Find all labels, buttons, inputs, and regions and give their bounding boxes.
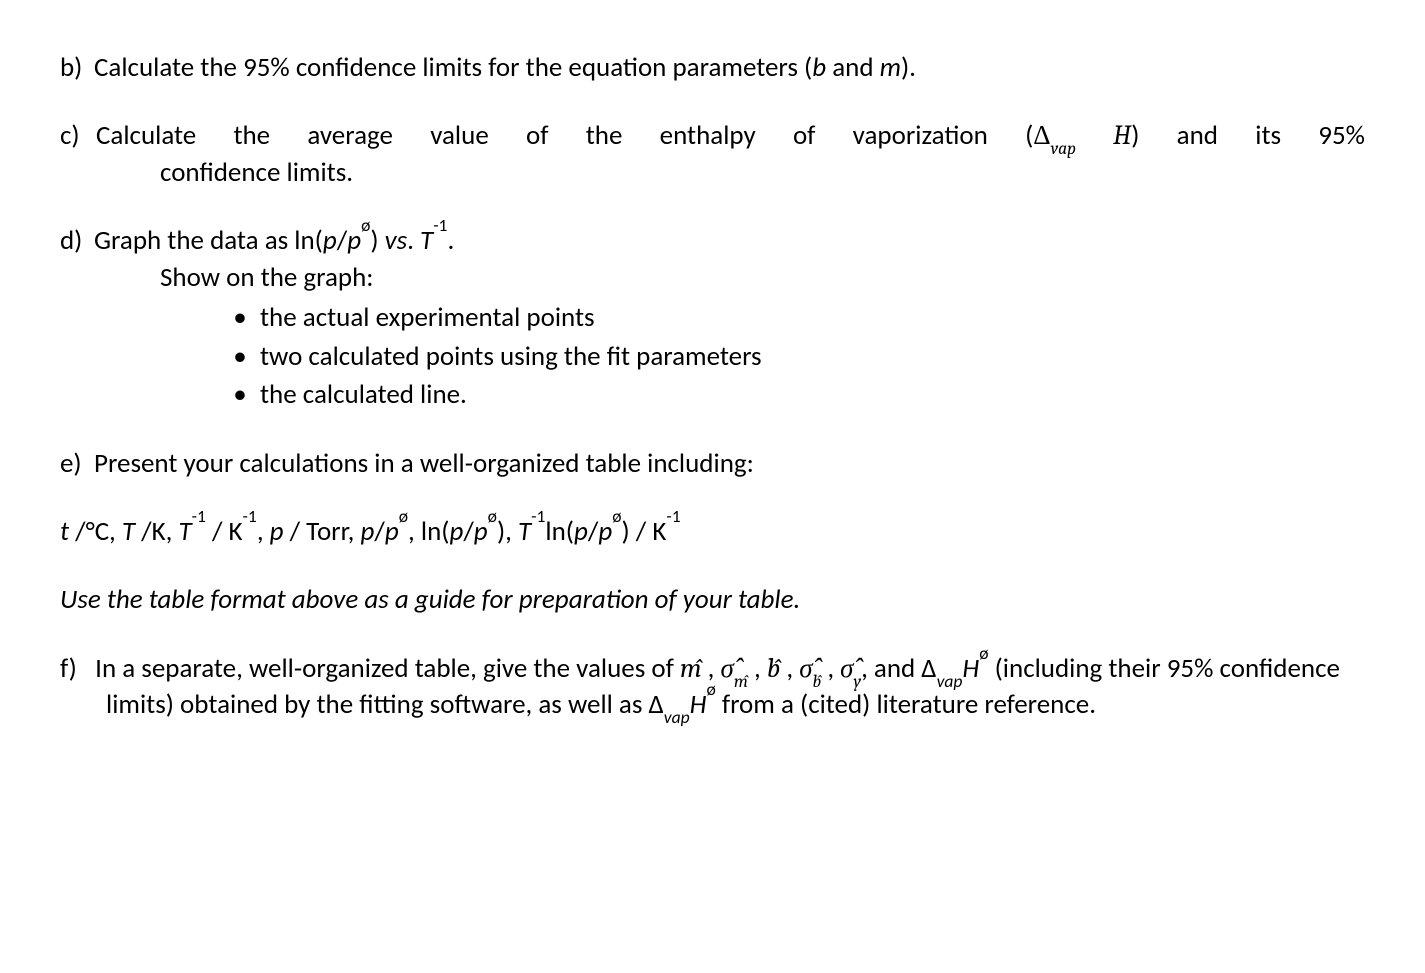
item-d-line1: d) Graph the data as ln(p/pø) vs. T-1. <box>60 223 1365 259</box>
item-f-label: f) <box>60 652 77 685</box>
bullet-item: • the calculated line. <box>220 377 1365 413</box>
item-c: c) Calculate the average value of the en… <box>60 118 1365 191</box>
item-f-text: In a separate, well-organized table, giv… <box>95 652 1340 721</box>
bullet-text: the actual experimental points <box>260 300 595 336</box>
item-f-body: f) In a separate, well-organized table, … <box>60 651 1365 724</box>
item-b-line: b) Calculate the 95% confidence limits f… <box>60 50 1365 86</box>
item-b-label: b) <box>60 50 94 86</box>
item-c-line1: c) Calculate the average value of the en… <box>60 118 1365 154</box>
item-b-text: Calculate the 95% confidence limits for … <box>94 50 916 86</box>
item-c-text1: Calculate the average value of the entha… <box>96 118 1365 154</box>
item-c-text2: confidence limits. <box>60 155 1365 191</box>
item-e-columns: t /°C, T /K, T-1 / K-1, p / Torr, p/pø, … <box>60 514 1365 550</box>
bullet-icon: • <box>220 377 260 413</box>
item-e-line: e) Present your calculations in a well-o… <box>60 446 1365 482</box>
item-b: b) Calculate the 95% confidence limits f… <box>60 50 1365 86</box>
item-c-label: c) <box>60 118 96 154</box>
bullet-item: • the actual experimental points <box>220 300 1365 336</box>
page: b) Calculate the 95% confidence limits f… <box>0 0 1425 796</box>
item-e-guide: Use the table format above as a guide fo… <box>60 582 1365 618</box>
item-e-label: e) <box>60 446 94 482</box>
item-e-text: Present your calculations in a well-orga… <box>94 446 754 482</box>
item-e: e) Present your calculations in a well-o… <box>60 446 1365 482</box>
item-d-text1: Graph the data as ln(p/pø) vs. T-1. <box>94 223 454 259</box>
bullet-text: the calculated line. <box>260 377 467 413</box>
item-f: f) In a separate, well-organized table, … <box>60 651 1365 724</box>
item-d-label: d) <box>60 223 94 259</box>
bullet-icon: • <box>220 300 260 336</box>
bullet-text: two calculated points using the fit para… <box>260 339 762 375</box>
item-d-text2: Show on the graph: <box>60 260 1365 296</box>
item-d: d) Graph the data as ln(p/pø) vs. T-1. S… <box>60 223 1365 413</box>
bullet-icon: • <box>220 339 260 375</box>
bullet-item: • two calculated points using the fit pa… <box>220 339 1365 375</box>
item-d-bullets: • the actual experimental points • two c… <box>60 300 1365 413</box>
